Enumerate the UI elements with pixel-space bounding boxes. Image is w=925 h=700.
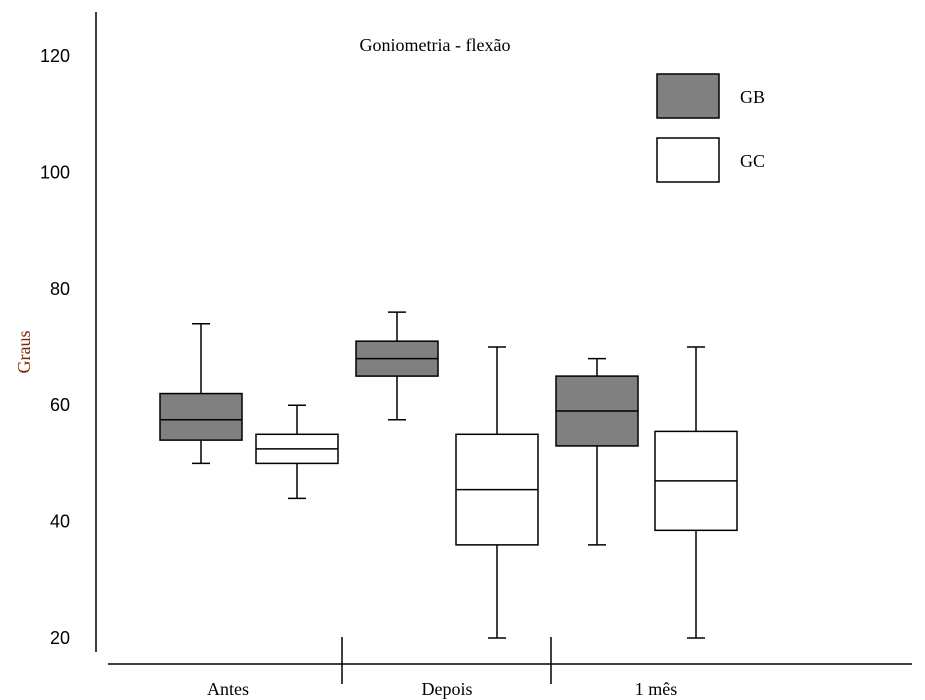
box-gc-2 xyxy=(455,346,539,639)
x-category-label: Antes xyxy=(207,679,249,699)
y-tick-label: 80 xyxy=(50,279,70,299)
y-tick-label: 60 xyxy=(50,395,70,415)
box-gc-3 xyxy=(654,346,738,639)
y-tick-label: 40 xyxy=(50,512,70,532)
box-gb-3 xyxy=(555,357,639,546)
box-gc-1 xyxy=(255,404,339,500)
legend-label-gc: GC xyxy=(740,151,765,171)
box-gb-2 xyxy=(355,311,439,421)
box-gb-1 xyxy=(159,322,243,465)
y-tick-label: 20 xyxy=(50,628,70,648)
legend: GB GC xyxy=(656,73,765,183)
box-iqr xyxy=(159,392,243,441)
chart-title: Goniometria - flexão xyxy=(360,35,511,55)
legend-swatch-gb xyxy=(656,73,720,119)
x-category-label: 1 mês xyxy=(635,679,678,699)
x-category-label: Depois xyxy=(422,679,473,699)
y-tick-label: 100 xyxy=(40,162,70,182)
legend-swatch-gc xyxy=(656,137,720,183)
y-tick-label: 120 xyxy=(40,46,70,66)
legend-label-gb: GB xyxy=(740,87,765,107)
y-axis-label: Graus xyxy=(14,331,34,374)
